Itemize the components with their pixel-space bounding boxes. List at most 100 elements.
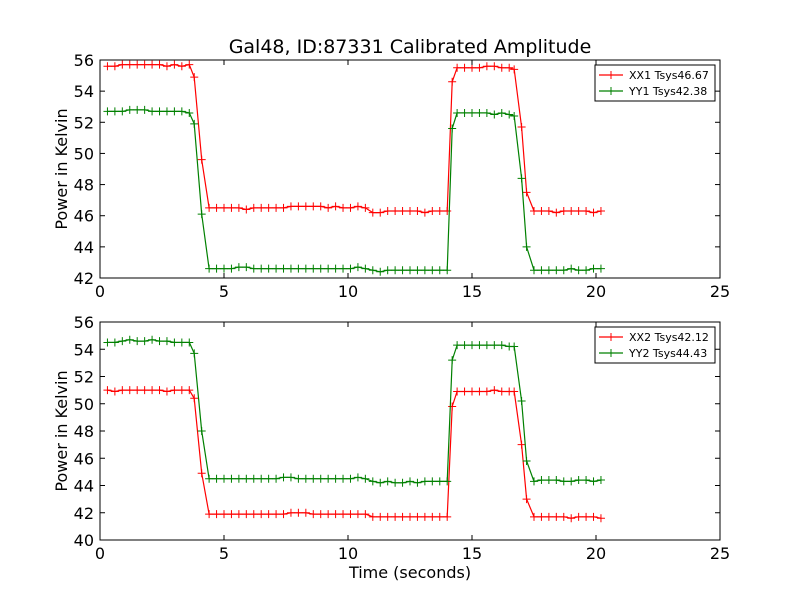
bottom-data-point bbox=[368, 512, 377, 521]
top-data-point bbox=[331, 202, 340, 211]
bottom-data-point bbox=[482, 341, 491, 350]
bottom-data-point bbox=[443, 512, 452, 521]
bottom-y-tick-label: 54 bbox=[74, 340, 94, 359]
top-data-point bbox=[324, 264, 333, 273]
bottom-data-point bbox=[227, 474, 236, 483]
top-data-point bbox=[279, 264, 288, 273]
top-data-point bbox=[331, 264, 340, 273]
top-data-point bbox=[522, 242, 531, 251]
bottom-data-point bbox=[177, 338, 186, 347]
top-data-point bbox=[376, 208, 385, 217]
top-data-point bbox=[361, 203, 370, 212]
top-data-point bbox=[148, 107, 157, 116]
bottom-data-point bbox=[162, 387, 171, 396]
top-data-point bbox=[140, 105, 149, 114]
top-data-point bbox=[257, 264, 266, 273]
top-data-point bbox=[468, 63, 476, 72]
bottom-data-point bbox=[420, 512, 429, 521]
top-legend-box bbox=[594, 64, 716, 102]
top-data-point bbox=[118, 107, 127, 116]
top-data-point bbox=[517, 174, 526, 183]
top-data-point bbox=[316, 202, 325, 211]
bottom-series-2 bbox=[103, 335, 605, 487]
bottom-data-point bbox=[133, 337, 142, 346]
bottom-data-point bbox=[530, 512, 538, 521]
bottom-legend-label: XX2 Tsys42.12 bbox=[629, 331, 709, 344]
bottom-data-point bbox=[272, 474, 281, 483]
top-data-point bbox=[582, 266, 591, 275]
bottom-data-point bbox=[353, 473, 362, 482]
bottom-data-point bbox=[517, 397, 526, 406]
top-data-point bbox=[220, 264, 228, 273]
top-data-point bbox=[264, 203, 273, 212]
top-legend-label: XX1 Tsys46.67 bbox=[629, 69, 709, 82]
bottom-data-point bbox=[391, 512, 400, 521]
bottom-data-point bbox=[376, 478, 385, 487]
top-y-tick-label: 50 bbox=[74, 144, 94, 163]
top-data-point bbox=[383, 266, 392, 275]
top-data-point bbox=[537, 266, 546, 275]
top-data-point bbox=[582, 207, 591, 216]
top-legend-marker bbox=[607, 71, 615, 79]
top-data-point bbox=[339, 264, 348, 273]
chart-title: Gal48, ID:87331 Calibrated Amplitude bbox=[229, 36, 592, 58]
bottom-data-point bbox=[435, 477, 444, 486]
bottom-legend-marker bbox=[607, 349, 615, 357]
top-data-point bbox=[505, 110, 514, 119]
top-data-point bbox=[537, 207, 546, 216]
top-data-point bbox=[346, 264, 355, 273]
bottom-series-1 bbox=[103, 386, 605, 523]
bottom-x-tick-label: 15 bbox=[462, 544, 482, 563]
bottom-y-tick-label: 44 bbox=[74, 477, 94, 496]
top-data-point bbox=[294, 202, 303, 211]
top-data-point bbox=[148, 60, 157, 69]
bottom-data-point bbox=[242, 474, 251, 483]
top-data-point bbox=[460, 108, 469, 117]
top-data-point bbox=[552, 208, 561, 217]
top-data-point bbox=[272, 203, 281, 212]
bottom-data-point bbox=[596, 514, 605, 523]
bottom-data-point bbox=[103, 386, 112, 395]
bottom-data-point bbox=[125, 386, 134, 395]
bottom-data-point bbox=[316, 474, 325, 483]
top-data-point bbox=[391, 266, 400, 275]
bottom-data-point bbox=[234, 474, 243, 483]
bottom-data-point bbox=[110, 338, 119, 347]
top-data-point bbox=[324, 203, 333, 212]
top-x-tick-label: 25 bbox=[710, 282, 730, 301]
bottom-data-point bbox=[162, 337, 171, 346]
top-data-point bbox=[103, 107, 112, 116]
top-data-point bbox=[361, 264, 370, 273]
bottom-data-point bbox=[286, 473, 295, 482]
bottom-data-point bbox=[420, 477, 429, 486]
top-data-point bbox=[212, 203, 221, 212]
top-axes-frame bbox=[99, 59, 721, 279]
bottom-data-point bbox=[272, 510, 281, 519]
bottom-x-tick-label: 10 bbox=[338, 544, 358, 563]
bottom-data-point bbox=[190, 394, 199, 403]
bottom-data-point bbox=[468, 341, 476, 350]
bottom-data-point bbox=[133, 386, 142, 395]
top-data-point bbox=[522, 188, 531, 197]
bottom-data-point bbox=[391, 478, 400, 487]
bottom-data-point bbox=[522, 456, 531, 465]
top-data-point bbox=[567, 207, 576, 216]
bottom-data-point bbox=[589, 512, 598, 521]
bottom-data-point bbox=[510, 387, 519, 396]
bottom-data-point bbox=[376, 512, 385, 521]
top-legend-marker bbox=[607, 87, 615, 95]
top-panel: 0 5 10 15 20 25 42 44 46 48 50 52 54 56 XX1 Tsys46.67 Y… bbox=[74, 51, 731, 301]
bottom-data-point bbox=[475, 341, 484, 350]
top-data-point bbox=[118, 60, 127, 69]
top-legend-label: YY1 Tsys42.38 bbox=[628, 85, 707, 98]
bottom-x-tick-label: 0 bbox=[95, 544, 105, 563]
top-data-point bbox=[133, 60, 142, 69]
bottom-data-point bbox=[148, 335, 157, 344]
top-data-point bbox=[286, 264, 295, 273]
bottom-data-point bbox=[559, 512, 568, 521]
top-data-point bbox=[234, 263, 243, 272]
bottom-data-point bbox=[220, 510, 228, 519]
bottom-data-point bbox=[339, 510, 348, 519]
bottom-data-point bbox=[205, 510, 214, 519]
